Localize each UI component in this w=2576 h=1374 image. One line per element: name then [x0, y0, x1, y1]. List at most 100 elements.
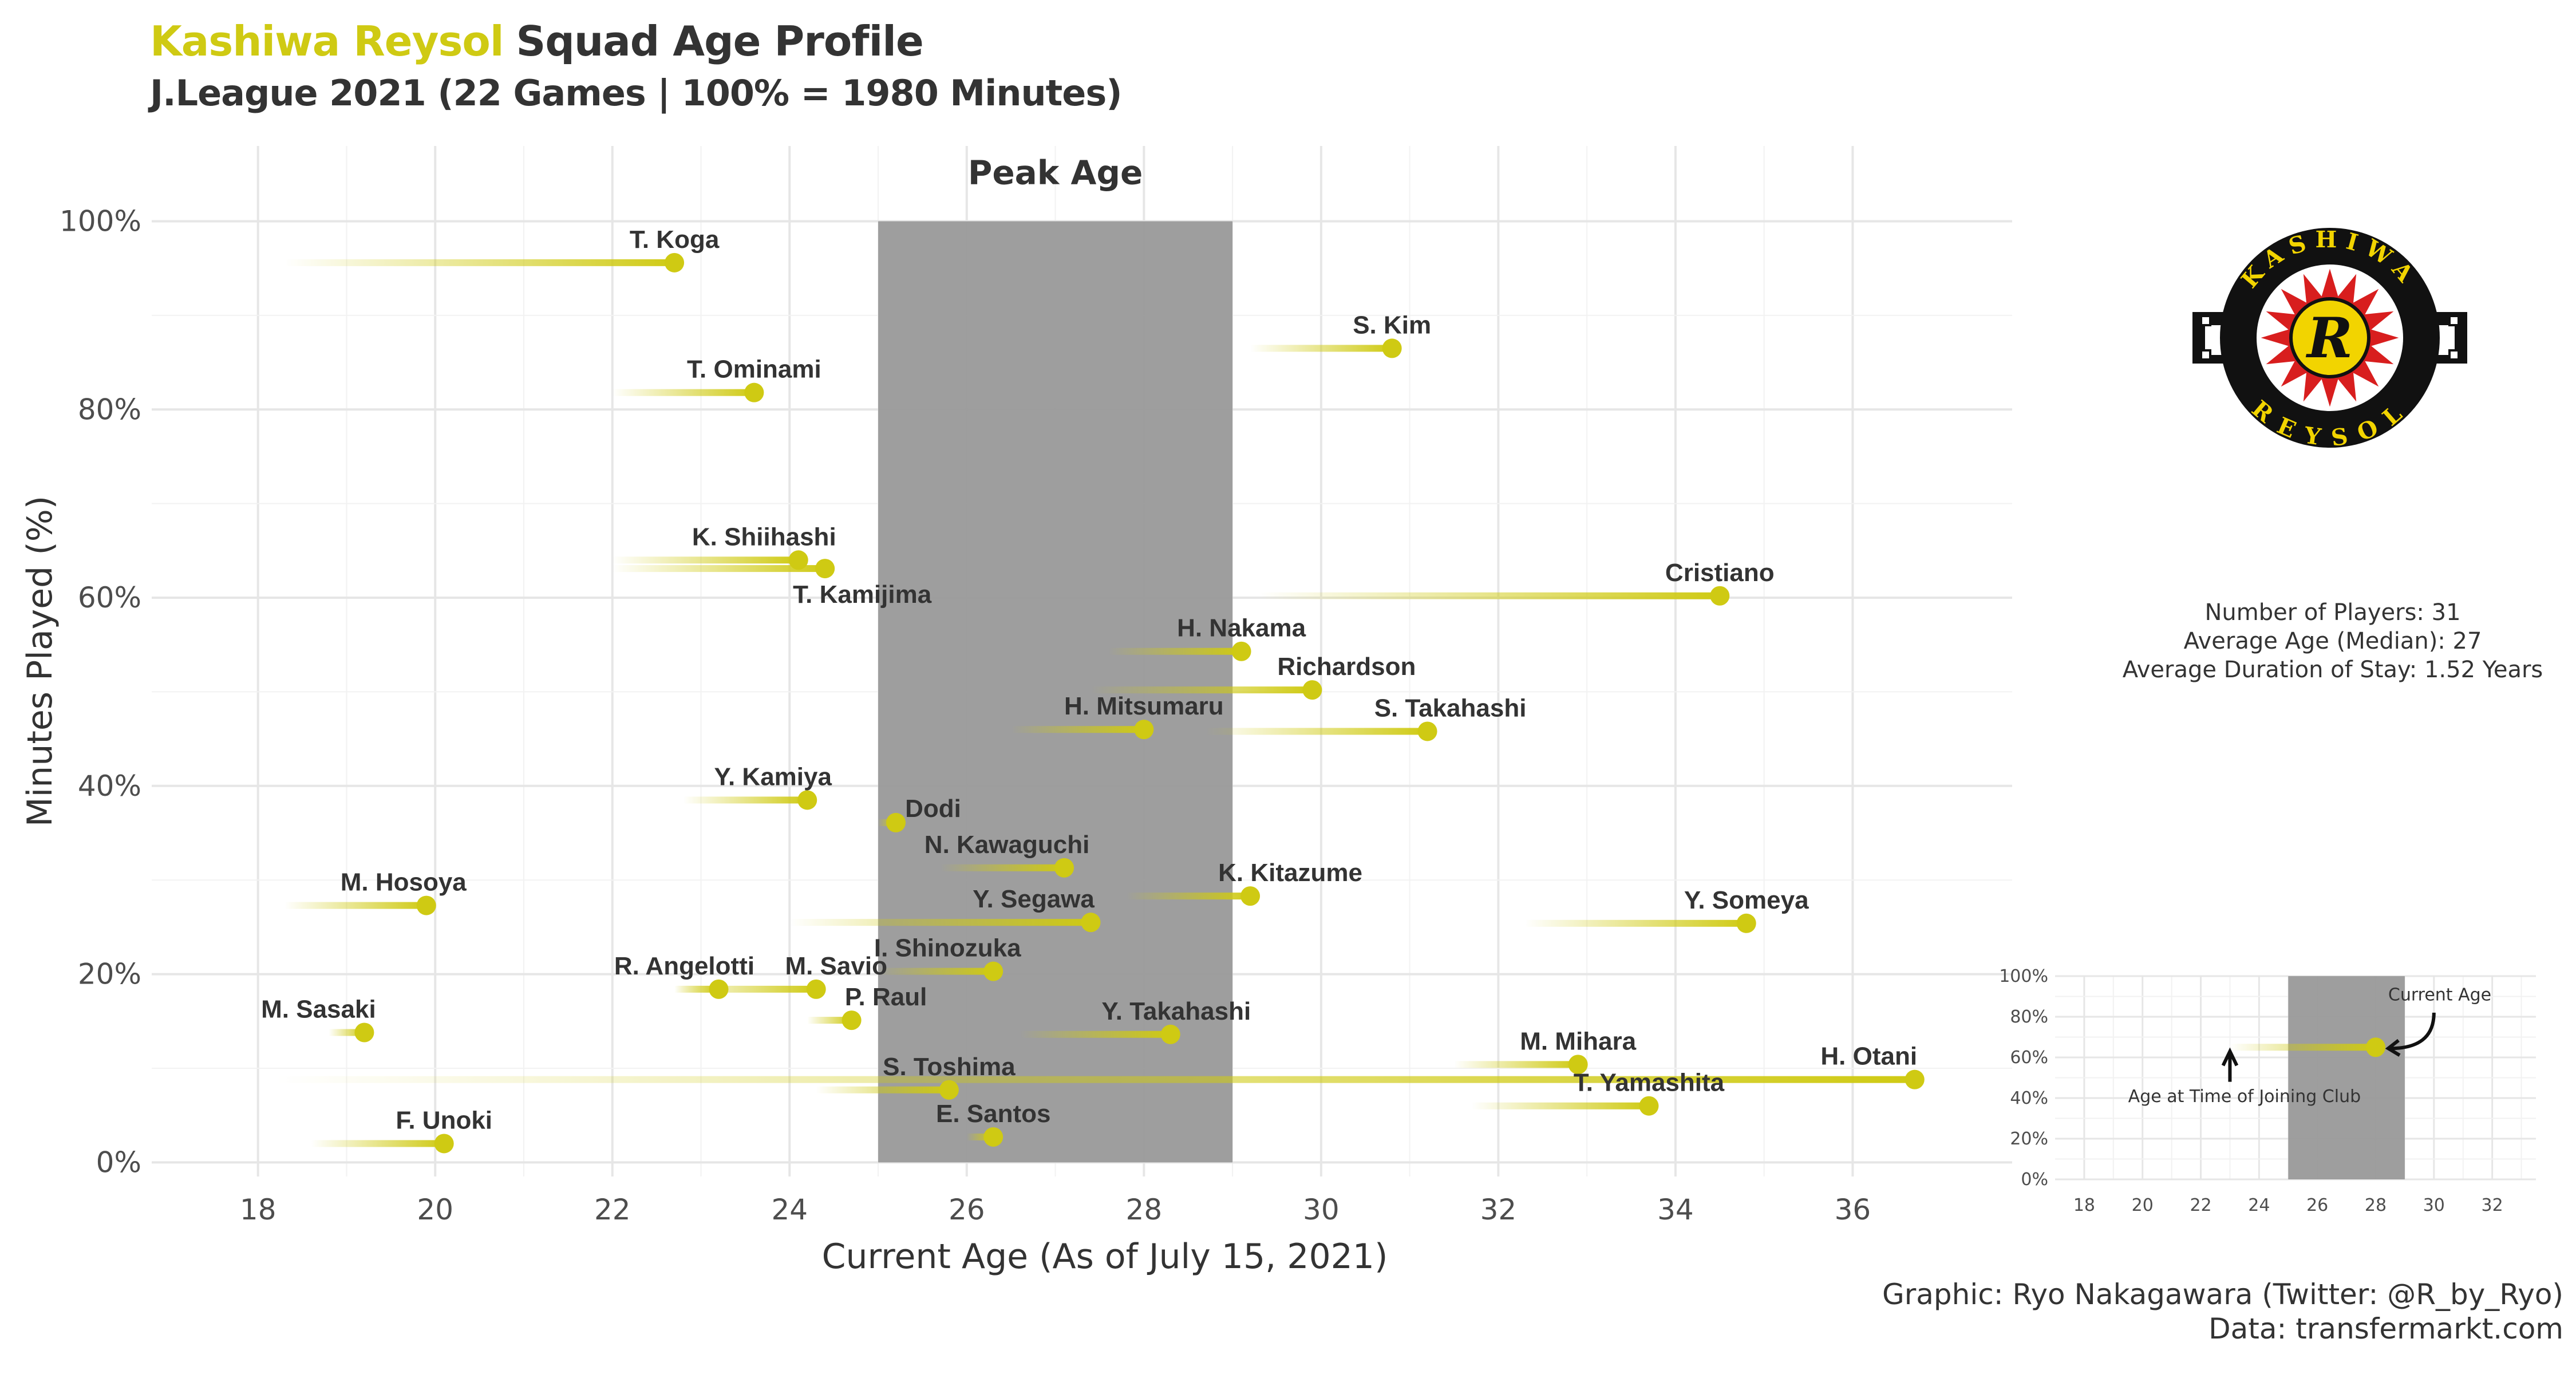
- player-label: M. Hosoya: [341, 868, 467, 897]
- player-point: [709, 979, 729, 999]
- inset-current-age-point: [2366, 1037, 2385, 1057]
- title-block: Kashiwa Reysol Squad Age Profile J.League…: [150, 17, 1123, 114]
- tenure-segment: [612, 565, 825, 572]
- tenure-segment: [1108, 647, 1242, 655]
- player-point: [354, 1022, 374, 1043]
- stat-players: Number of Players: 31: [2204, 599, 2460, 626]
- tenure-segment: [1011, 726, 1144, 733]
- inset-x-tick-label: 22: [2190, 1195, 2211, 1215]
- inset-x-tick-label: 18: [2073, 1195, 2095, 1215]
- x-tick-label: 28: [1126, 1193, 1163, 1226]
- player-label: M. Savio: [785, 952, 887, 980]
- y-axis-title: Minutes Played (%): [20, 496, 60, 827]
- chart-title: Kashiwa Reysol Squad Age Profile: [150, 17, 1122, 65]
- player-label: R. Angelotti: [614, 952, 754, 980]
- tenure-segment: [940, 864, 1065, 871]
- player-label: Richardson: [1277, 653, 1416, 681]
- player-label: T. Kamijima: [793, 581, 932, 609]
- y-tick-label: 20%: [78, 958, 141, 991]
- player-label: H. Mitsumaru: [1064, 692, 1224, 720]
- y-tick-label: 100%: [60, 205, 141, 238]
- y-tick-label: 40%: [78, 769, 141, 803]
- tenure-segment: [683, 796, 808, 804]
- club-crest: R KASHIWA REYSOL: [2192, 226, 2467, 452]
- tenure-segment: [612, 389, 754, 396]
- player-point: [1302, 680, 1322, 700]
- player-point: [1160, 1024, 1180, 1044]
- tenure-segment: [807, 1017, 852, 1024]
- player-point: [1134, 720, 1154, 740]
- tenure-segment: [1091, 686, 1313, 694]
- title-club-name: Kashiwa Reysol: [150, 17, 504, 65]
- title-text: Squad Age Profile: [516, 17, 924, 65]
- player-point: [416, 895, 436, 915]
- player-label: T. Ominami: [687, 356, 821, 384]
- x-tick-label: 26: [949, 1193, 985, 1226]
- x-tick-label: 30: [1303, 1193, 1340, 1226]
- x-tick-label: 36: [1835, 1193, 1871, 1226]
- player-label: F. Unoki: [396, 1106, 492, 1134]
- tenure-segment: [285, 259, 675, 266]
- player-point: [797, 790, 817, 810]
- stat-duration: Average Duration of Stay: 1.52 Years: [2123, 657, 2543, 683]
- inset-x-tick-label: 32: [2482, 1195, 2503, 1215]
- inset-peak-band: [2288, 976, 2405, 1179]
- inset-y-tick-label: 0%: [2021, 1170, 2048, 1190]
- player-label: Y. Segawa: [973, 885, 1095, 913]
- player-point: [1736, 913, 1756, 933]
- player-labels: T. Koga S. Kim T. Ominami K. Shiihashi T. Ka…: [261, 226, 1917, 1135]
- tenure-segment: [674, 985, 816, 993]
- player-point: [1240, 886, 1261, 906]
- player-point: [1639, 1096, 1659, 1116]
- credit-data: Data: transfermarkt.com: [2208, 1312, 2563, 1345]
- y-tick-label: 60%: [78, 581, 141, 614]
- tenure-segment: [878, 968, 994, 975]
- player-point: [1231, 641, 1251, 661]
- player-point: [744, 382, 764, 402]
- player-points: [354, 252, 1925, 1154]
- inset-current-age-label: Current Age: [2388, 985, 2491, 1005]
- player-point: [1382, 338, 1402, 358]
- player-label: Y. Kamiya: [714, 763, 832, 791]
- credit-graphic: Graphic: Ryo Nakagawara (Twitter: @R_by_…: [1882, 1278, 2563, 1311]
- x-tick-label: 24: [771, 1193, 808, 1226]
- x-tick-label: 32: [1480, 1193, 1517, 1226]
- player-point: [665, 252, 685, 273]
- player-label: T. Koga: [630, 226, 720, 254]
- inset-x-tick-label: 28: [2365, 1195, 2387, 1215]
- player-point: [939, 1080, 959, 1100]
- inset-x-tick-label: 30: [2423, 1195, 2445, 1215]
- crest-monogram: R: [2305, 306, 2353, 370]
- player-label: S. Takahashi: [1374, 694, 1527, 722]
- tenure-segment: [1206, 728, 1428, 735]
- inset-joined-label: Age at Time of Joining Club: [2128, 1087, 2361, 1107]
- legend-inset: 18 20 22 24 26 28 30 32 0% 20% 40% 60% 80% 100% Curre…: [1999, 966, 2536, 1215]
- player-label: N. Kawaguchi: [924, 831, 1090, 859]
- player-point: [983, 961, 1003, 981]
- player-label: Cristiano: [1665, 559, 1775, 587]
- inset-current-age-arrowhead: [2385, 1039, 2401, 1057]
- inset-tenure-segment: [2230, 1044, 2376, 1051]
- inset-x-tick-label: 26: [2306, 1195, 2328, 1215]
- tenure-segments: [275, 259, 1915, 1147]
- player-point: [841, 1010, 862, 1030]
- tenure-segment: [816, 1086, 949, 1093]
- tenure-segment: [612, 556, 799, 564]
- player-label: I. Shinozuka: [874, 934, 1021, 962]
- x-tick-label: 22: [594, 1193, 631, 1226]
- player-point: [1054, 858, 1074, 878]
- inset-y-tick-label: 60%: [2010, 1048, 2048, 1068]
- x-axis-ticks: 18 20 22 24 26 28 30 32 34 36: [240, 1193, 1871, 1226]
- player-point: [806, 979, 826, 999]
- tenure-segment: [1126, 893, 1251, 900]
- inset-x-tick-label: 20: [2132, 1195, 2154, 1215]
- player-label: K. Kitazume: [1218, 859, 1362, 887]
- tenure-segment: [1524, 919, 1747, 927]
- tenure-segment: [1454, 1061, 1578, 1068]
- player-label: S. Toshima: [883, 1053, 1016, 1081]
- player-point: [886, 812, 906, 832]
- tenure-segment: [1020, 1030, 1171, 1038]
- player-label: S. Kim: [1353, 311, 1431, 339]
- peak-age-label: Peak Age: [968, 153, 1143, 192]
